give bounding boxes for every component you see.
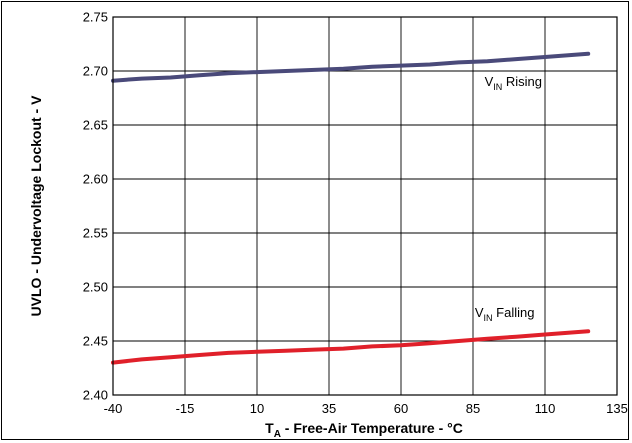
annotation-text: Falling — [493, 305, 535, 320]
plot-background — [113, 17, 617, 395]
annotation-rising: VIN Rising — [485, 74, 542, 92]
x-axis-title-symbol: T — [265, 420, 274, 436]
y-tick-label: 2.55 — [83, 226, 108, 241]
y-tick-label: 2.60 — [83, 172, 108, 187]
x-tick-label: 110 — [535, 401, 556, 416]
y-tick-label: 2.50 — [83, 280, 108, 295]
y-tick-label: 2.75 — [83, 10, 108, 25]
y-tick-label: 2.40 — [83, 388, 108, 403]
y-tick-label: 2.70 — [83, 64, 108, 79]
x-tick-labels: -40 -15 10 35 60 85 110 135 — [104, 401, 628, 416]
annotation-subscript: IN — [484, 313, 493, 323]
x-tick-label: 60 — [394, 401, 408, 416]
x-tick-label: 10 — [250, 401, 264, 416]
x-tick-label: -40 — [104, 401, 123, 416]
x-axis-title-text: - Free-Air Temperature - °C — [281, 420, 463, 436]
x-tick-label: 85 — [466, 401, 480, 416]
y-axis-title: UVLO - Undervoltage Lockout - V — [28, 95, 44, 317]
annotation-symbol: V — [475, 305, 484, 320]
series-line-falling — [111, 329, 591, 365]
x-axis-title-subscript: A — [274, 429, 281, 440]
annotation-subscript: IN — [493, 82, 502, 92]
annotation-symbol: V — [485, 74, 494, 89]
x-axis-title: TA - Free-Air Temperature - °C — [265, 420, 463, 440]
annotation-falling: VIN Falling — [475, 305, 535, 323]
data-series — [111, 51, 591, 365]
annotation-text: Rising — [502, 74, 542, 89]
plot-border — [112, 16, 618, 396]
y-tick-label: 2.45 — [83, 334, 108, 349]
y-tick-labels: 2.40 2.45 2.50 2.55 2.60 2.65 2.70 2.75 — [83, 10, 108, 403]
gridlines — [113, 17, 617, 395]
x-tick-label: -15 — [176, 401, 195, 416]
x-tick-label: 135 — [606, 401, 628, 416]
x-tick-label: 35 — [322, 401, 336, 416]
y-tick-label: 2.65 — [83, 118, 108, 133]
series-line-rising — [111, 51, 591, 83]
